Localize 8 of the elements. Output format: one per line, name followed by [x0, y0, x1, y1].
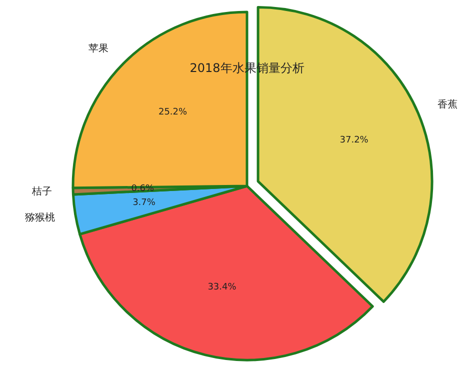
slice-label: 苹果 — [88, 42, 108, 54]
data-label: 33.4% — [208, 282, 237, 292]
data-label: 3.7% — [132, 198, 156, 208]
slice-label: 香蕉 — [437, 98, 458, 110]
data-label: 37.2% — [340, 135, 369, 146]
data-label: 25.2% — [158, 108, 188, 118]
slice-label: 桔子 — [31, 185, 52, 198]
slice-label: 猕猴桃 — [24, 211, 55, 224]
